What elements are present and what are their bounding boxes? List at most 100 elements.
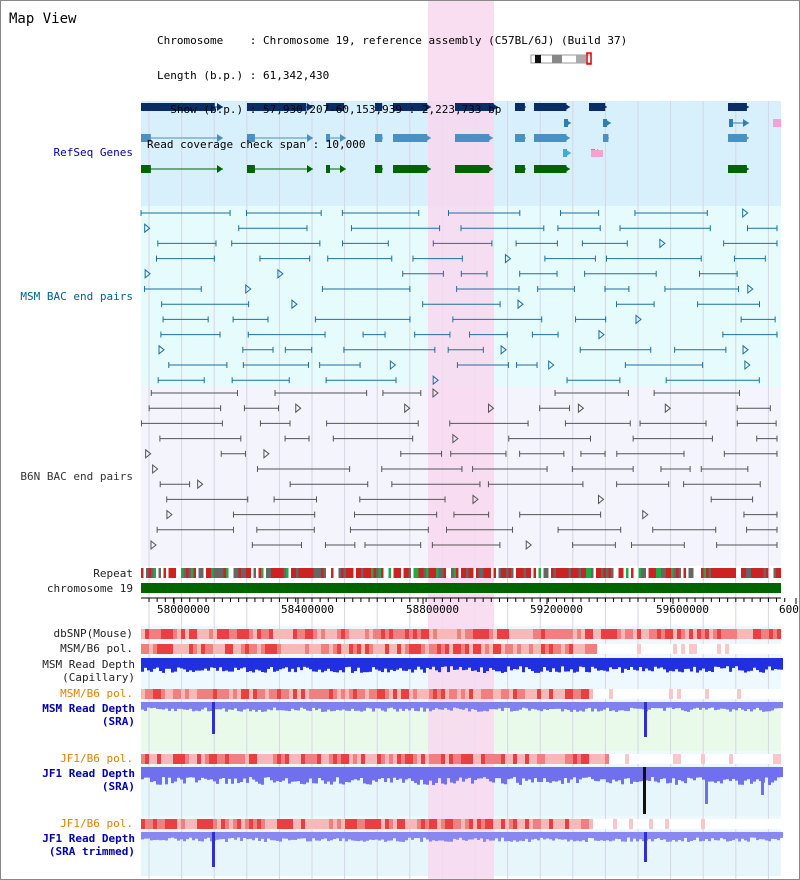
jf1-depth-sra-label[interactable]: JF1 Read Depth (SRA) <box>42 767 135 793</box>
msm-pol-cell <box>169 644 173 654</box>
jf1-sra-depth-bar <box>585 767 588 778</box>
dbsnp-cell <box>229 629 233 639</box>
jf1-trim-depth-bar <box>342 832 345 839</box>
repeat-mark <box>481 568 484 578</box>
msm-pol-cell <box>165 689 169 699</box>
msm-pol-cell <box>525 689 529 699</box>
jf1-pol-cell <box>201 754 205 764</box>
jf1-trim-depth-bar <box>666 832 669 842</box>
jf1-pol-cell <box>413 819 417 829</box>
msm-sra-depth-bar <box>510 702 513 712</box>
jf1-pol-cell <box>285 754 289 764</box>
repeat-mark <box>523 568 526 578</box>
jf1-pol-cell <box>361 819 365 829</box>
msm-pol-cell <box>213 689 217 699</box>
dbsnp-cell <box>649 629 653 639</box>
msm-pol-cell <box>325 644 329 654</box>
jf1-sra-depth-bar <box>456 767 459 781</box>
msm-cap-depth-bar <box>360 658 363 673</box>
repeat-mark <box>166 568 169 578</box>
jf1-sra-depth-bar <box>453 767 456 784</box>
jf1-trim-depth-bar <box>588 832 591 838</box>
msm-depth-sra-label[interactable]: MSM Read Depth (SRA) <box>42 702 135 728</box>
msm-pol-cell <box>577 689 581 699</box>
jf1-pol-cell <box>353 819 357 829</box>
b6n-bac-label[interactable]: B6N BAC end pairs <box>20 470 133 483</box>
dbsnp-cell <box>173 629 177 639</box>
dbsnp-label[interactable]: dbSNP(Mouse) <box>53 627 133 640</box>
msm-sra-depth-bar <box>582 702 585 712</box>
msm-cap-depth-bar <box>510 658 513 671</box>
repeat-mark <box>266 568 269 578</box>
jf1-sra-depth-bar <box>168 767 171 778</box>
jf1-pol-label-2[interactable]: JF1/B6 pol. <box>60 817 133 830</box>
msm-bac-label[interactable]: MSM BAC end pairs <box>20 290 133 303</box>
msm-sra-depth-bar <box>156 702 159 709</box>
jf1-trim-depth-bar <box>495 832 498 839</box>
msm-sra-depth-bar <box>537 702 540 711</box>
axis-tick-label: 60000000 <box>779 603 800 616</box>
msm-cap-depth-bar <box>582 658 585 668</box>
jf1-pol-cell <box>357 819 361 829</box>
jf1-trim-depth-bar <box>483 832 486 842</box>
msm-cap-depth-bar <box>462 658 465 671</box>
repeat-mark <box>161 568 164 578</box>
jf1-pol-cell <box>405 819 409 829</box>
msm-sra-depth-bar <box>336 702 339 710</box>
jf1-trim-depth-bar <box>624 832 627 842</box>
msm-pol-cell <box>445 644 449 654</box>
msm-pol-cell <box>441 644 445 654</box>
repeat-mark <box>593 568 596 578</box>
msm-pol-cell <box>497 689 501 699</box>
gene-exon <box>455 134 490 142</box>
repeat-mark <box>681 568 684 578</box>
dbsnp-cell <box>273 629 277 639</box>
msm-cap-depth-bar <box>225 658 228 671</box>
msm-pol-cell <box>477 689 481 699</box>
jf1-pol-cell <box>153 754 157 764</box>
jf1-pol-label-1[interactable]: JF1/B6 pol. <box>60 752 133 765</box>
jf1-sra-depth-bar <box>225 767 228 784</box>
jf1-sra-depth-bar <box>357 767 360 781</box>
jf1-pol-cell <box>437 754 441 764</box>
repeat-mark <box>426 568 429 578</box>
msm-pol-cell <box>509 689 513 699</box>
jf1-sra-depth-bar <box>228 767 231 779</box>
jf1-sra-depth-bar <box>516 767 519 783</box>
msm-cap-depth-bar <box>363 658 366 673</box>
msm-sra-depth-bar <box>363 702 366 711</box>
msm-depth-capillary-label[interactable]: MSM Read Depth (Capillary) <box>42 658 135 684</box>
msm-sra-depth-bar <box>369 702 372 709</box>
dbsnp-cell <box>561 629 565 639</box>
msm-bac-end <box>659 238 666 249</box>
msm-pol-label-2[interactable]: MSM/B6 pol. <box>60 687 133 700</box>
msm-pol-label-1[interactable]: MSM/B6 pol. <box>60 642 133 655</box>
dbsnp-cell <box>629 629 633 639</box>
repeat-mark <box>613 568 616 578</box>
dbsnp-cell <box>657 629 661 639</box>
jf1-pol-cell <box>525 819 529 829</box>
jf1-trim-depth-bar <box>639 832 642 840</box>
repeat-mark <box>331 568 334 578</box>
repeat-mark <box>583 568 586 578</box>
msm-cap-depth-bar <box>168 658 171 669</box>
msm-pol-cell <box>605 689 609 699</box>
dbsnp-cell <box>493 629 497 639</box>
repeat-mark <box>421 568 424 578</box>
b6n-bac-end <box>197 479 204 490</box>
msm-cap-depth-bar <box>198 658 201 671</box>
jf1-trim-depth-bar <box>348 832 351 840</box>
jf1-pol-cell <box>645 819 649 829</box>
refseq-genes-label[interactable]: RefSeq Genes <box>53 146 133 159</box>
jf1-trim-depth-bar <box>636 832 639 842</box>
jf1-trim-depth-bar <box>750 832 753 838</box>
jf1-trim-depth-bar <box>555 832 558 839</box>
jf1-depth-trimmed-label[interactable]: JF1 Read Depth (SRA trimmed) <box>42 832 135 858</box>
jf1-pol-cell <box>245 819 249 829</box>
jf1-pol-cell <box>777 754 781 764</box>
dbsnp-cell <box>497 629 501 639</box>
msm-pol-cell <box>385 689 389 699</box>
msm-sra-depth-bar <box>486 702 489 712</box>
